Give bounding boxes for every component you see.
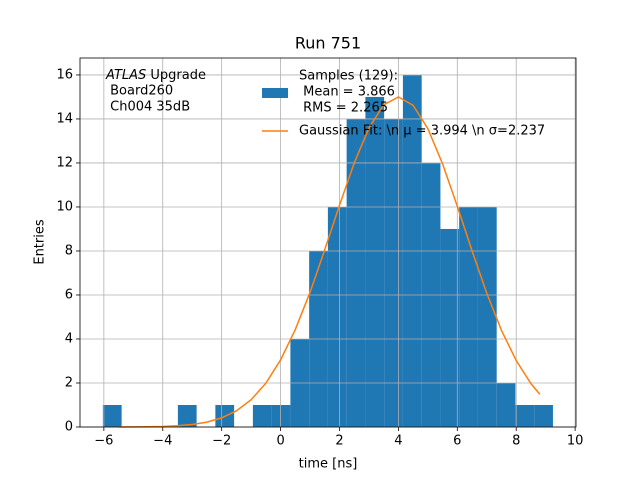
y-tick-label: 0 (65, 420, 73, 435)
x-tick-label: 4 (394, 434, 402, 449)
y-tick-label: 6 (65, 287, 73, 302)
x-tick-label: 10 (567, 434, 584, 449)
y-tick-label: 4 (65, 331, 73, 346)
bar (384, 118, 403, 427)
x-tick-label: 2 (335, 434, 343, 449)
legend-label: Gaussian Fit: \n μ = 3.994 \n σ=2.237 (299, 124, 545, 139)
x-tick-label: 8 (512, 434, 520, 449)
bar (252, 404, 272, 427)
bar (177, 404, 197, 427)
bar (346, 118, 366, 427)
x-tick-label: −4 (153, 434, 172, 449)
bar (365, 96, 385, 427)
bar (459, 206, 478, 427)
bar (515, 404, 535, 427)
x-tick-label: −6 (94, 434, 113, 449)
annotation-text: Board260 (106, 84, 173, 99)
annotation-text: Upgrade (146, 68, 206, 83)
legend-label: Samples (129): (299, 69, 398, 84)
bar (102, 404, 122, 427)
axes-frame (79, 57, 577, 428)
bar (440, 228, 460, 427)
legend-label: Mean = 3.866 (299, 85, 395, 100)
annotation: ATLAS Upgrade (105, 68, 206, 83)
y-tick-label: 12 (56, 155, 73, 170)
bar (496, 382, 516, 427)
x-tick-label: 0 (276, 434, 284, 449)
y-axis-label: Entries (33, 219, 48, 265)
y-tick-label: 10 (56, 199, 73, 214)
legend-label: RMS = 2.265 (299, 101, 388, 116)
bar (271, 404, 291, 427)
y-tick-label: 8 (65, 243, 73, 258)
y-tick-label: 2 (65, 375, 73, 390)
x-tick-label: 6 (453, 434, 461, 449)
bar (534, 404, 553, 427)
legend-swatch (262, 88, 288, 98)
y-tick-label: 14 (56, 111, 73, 126)
bar (327, 206, 347, 427)
chart-title: Run 751 (295, 34, 361, 53)
annotation-italic: ATLAS (105, 68, 146, 83)
y-tick-label: 16 (56, 67, 73, 82)
fit-line (118, 96, 541, 428)
annotation-text: Ch004 35dB (106, 100, 190, 115)
bar (477, 206, 497, 427)
x-axis-label: time [ns] (299, 457, 358, 472)
x-tick-label: −2 (212, 434, 231, 449)
